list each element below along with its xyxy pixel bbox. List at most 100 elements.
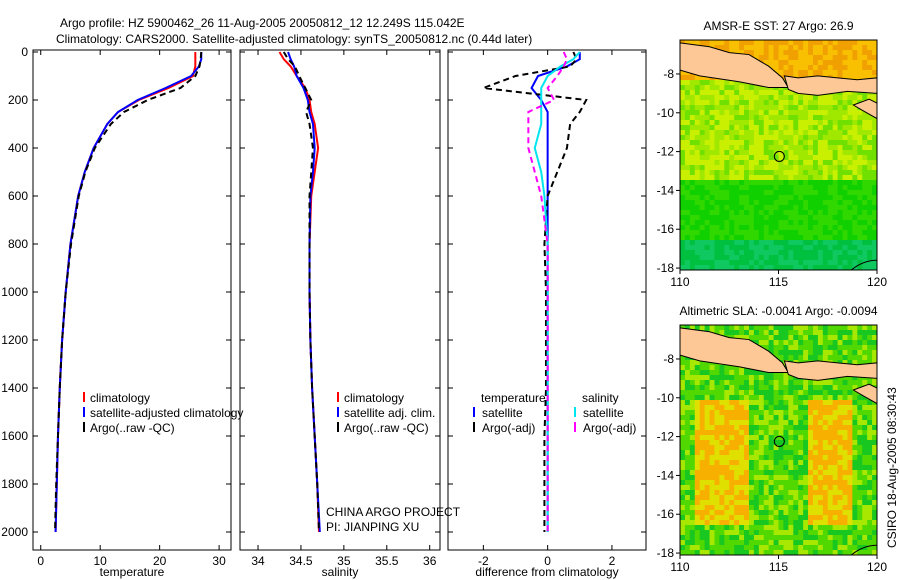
map-cell	[719, 460, 725, 466]
map-cell	[872, 420, 878, 426]
map-cell	[788, 515, 794, 521]
map-cell	[783, 335, 789, 341]
map-cell	[689, 40, 696, 46]
map-cell	[758, 125, 765, 131]
map-cell	[867, 455, 873, 461]
map-cell	[768, 325, 775, 331]
map-cell	[714, 85, 720, 91]
map-cell	[739, 430, 745, 436]
map-cell	[714, 550, 720, 556]
map-cell	[788, 230, 794, 236]
map-cell	[699, 475, 706, 481]
map-cell	[837, 325, 844, 331]
map-cell	[812, 215, 819, 221]
map-cell	[783, 150, 789, 156]
map-cell	[827, 425, 834, 431]
map-cell	[793, 445, 799, 451]
map-cell	[832, 490, 839, 496]
map-cell	[862, 450, 868, 456]
map-cell	[680, 225, 686, 231]
map-cell	[803, 390, 809, 396]
map-cell	[684, 110, 691, 116]
map-cell	[763, 375, 770, 381]
map-cell	[768, 440, 775, 446]
map-cell	[872, 205, 878, 211]
map-cell	[793, 465, 799, 471]
map-cell	[857, 525, 863, 531]
map-cell	[773, 105, 779, 111]
map-cell	[709, 85, 715, 91]
map-cell	[680, 135, 686, 141]
map-cell	[748, 415, 755, 421]
map-cell	[734, 325, 740, 331]
map-cell	[808, 415, 814, 421]
map-cell	[729, 480, 735, 486]
map-cell	[748, 485, 755, 491]
map-cell	[778, 470, 784, 476]
map-cell	[857, 340, 863, 346]
map-cell	[734, 195, 740, 201]
map-cell	[862, 485, 868, 491]
map-cell	[748, 405, 755, 411]
map-cell	[832, 480, 839, 486]
map-cell	[778, 265, 784, 271]
map-cell	[817, 205, 824, 211]
map-cell	[729, 145, 735, 151]
map-cell	[872, 250, 878, 256]
map-cell	[739, 455, 745, 461]
map-cell	[709, 155, 715, 161]
map-cell	[867, 350, 873, 356]
map-cell	[753, 490, 760, 496]
map-cell	[812, 130, 819, 136]
map-cell	[842, 340, 848, 346]
map-cell	[709, 230, 715, 236]
map-cell	[778, 245, 784, 251]
map-cell	[753, 110, 760, 116]
map-cell	[793, 350, 799, 356]
map-cell	[852, 405, 858, 411]
map-cell	[763, 225, 770, 231]
map-cell	[758, 90, 765, 96]
map-cell	[798, 455, 804, 461]
map-cell	[763, 185, 770, 191]
map-cell	[768, 135, 775, 141]
map-cell	[748, 150, 755, 156]
map-cell	[788, 130, 794, 136]
map-cell	[724, 105, 730, 111]
map-cell	[857, 225, 863, 231]
map-cell	[714, 425, 720, 431]
map-cell	[744, 435, 750, 441]
map-cell	[744, 525, 750, 531]
map-cell	[744, 120, 750, 126]
map-cell	[872, 455, 878, 461]
map-cell	[808, 150, 814, 156]
map-cell	[817, 100, 824, 106]
map-cell	[847, 350, 853, 356]
map-cell	[778, 345, 784, 351]
map-cell	[753, 190, 760, 196]
map-cell	[724, 265, 730, 271]
map-cell	[684, 180, 691, 186]
map-cell	[719, 450, 725, 456]
map-cell	[724, 195, 730, 201]
map-cell	[684, 200, 691, 206]
map-cell	[812, 45, 819, 51]
map-cell	[832, 70, 839, 76]
map-cell	[793, 530, 799, 536]
map-cell	[778, 375, 784, 381]
map-cell	[793, 520, 799, 526]
map-cell	[867, 250, 873, 256]
map-cell	[724, 200, 730, 206]
map-cell	[842, 100, 848, 106]
map-cell	[803, 415, 809, 421]
map-cell	[783, 465, 789, 471]
map-cell	[857, 450, 863, 456]
map-cell	[739, 400, 745, 406]
map-cell	[699, 210, 706, 216]
map-cell	[827, 545, 834, 551]
map-cell	[867, 490, 873, 496]
map-cell	[842, 60, 848, 66]
map-cell	[798, 175, 804, 181]
map-cell	[699, 135, 706, 141]
map-cell	[788, 200, 794, 206]
